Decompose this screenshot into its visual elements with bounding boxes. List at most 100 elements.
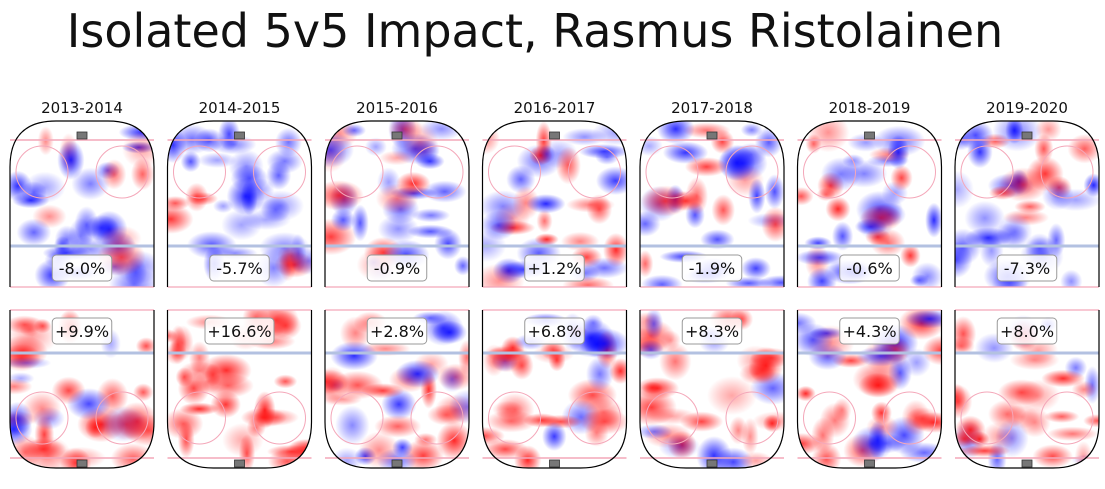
defense-impact-label-box	[839, 317, 900, 345]
rink-panel: 2016-2017 +1.2% +6.8%	[481, 99, 628, 469]
defense-impact-label: +8.0%	[1000, 322, 1054, 341]
rink-boards-top	[166, 120, 313, 287]
negative-blob	[226, 177, 265, 215]
season-label: 2013-2014	[41, 99, 123, 117]
positive-blob	[361, 383, 405, 399]
negative-blob	[351, 204, 369, 242]
negative-blob	[700, 229, 735, 250]
goal-net	[391, 131, 403, 140]
negative-blob	[454, 256, 469, 276]
positive-blob	[955, 316, 977, 352]
negative-blob	[955, 170, 974, 209]
positive-blob	[555, 146, 581, 185]
positive-blob	[682, 122, 731, 139]
negative-blob	[1047, 223, 1066, 258]
negative-blob	[221, 209, 263, 241]
positive-blob	[1019, 407, 1051, 438]
positive-blob	[37, 126, 54, 156]
faceoff-circle	[173, 145, 226, 199]
negative-blob	[66, 388, 111, 420]
offense-impact-label-box	[524, 254, 585, 282]
negative-blob	[342, 123, 367, 137]
goal-net	[549, 459, 560, 468]
positive-blob	[482, 263, 525, 287]
positive-blob	[273, 374, 298, 389]
negative-blob	[415, 153, 445, 170]
positive-blob	[512, 185, 540, 221]
defense-impact-label-box	[681, 317, 743, 345]
rink-panel: 2015-2016 -0.9% +2.8%	[324, 99, 470, 469]
positive-blob	[339, 316, 372, 350]
rink-boards-top	[324, 120, 470, 287]
rink-panel: 2014-2015 -5.7% +16.6%	[166, 99, 313, 469]
positive-blob	[135, 337, 154, 355]
negative-blob	[899, 442, 942, 464]
negative-blob	[364, 137, 387, 157]
rink-panel: 2018-2019 -0.6% +4.3%	[796, 99, 943, 469]
negative-blob	[411, 208, 451, 223]
positive-blob	[852, 360, 904, 398]
positive-blob	[580, 408, 627, 435]
goal-net	[1021, 131, 1033, 140]
faceoff-circle	[645, 145, 699, 199]
negative-blob	[797, 249, 845, 266]
negative-blob	[740, 122, 763, 137]
negative-blob	[997, 213, 1033, 251]
offense-impact-label-box	[366, 254, 428, 282]
rink-panel: 2019-2020 -7.3% +8.0%	[954, 99, 1100, 469]
negative-blob	[335, 405, 370, 446]
negative-blob	[740, 257, 772, 280]
positive-blob	[1014, 199, 1046, 214]
negative-blob	[288, 246, 312, 275]
positive-blob	[901, 399, 931, 436]
faceoff-circle	[1040, 145, 1094, 199]
defense-impact-label: +2.8%	[370, 322, 424, 341]
negative-blob	[925, 202, 942, 238]
negative-blob	[583, 331, 611, 357]
positive-blob	[870, 401, 892, 425]
positive-blob	[640, 389, 677, 426]
faceoff-circle	[725, 145, 779, 199]
offense-impact-label: -8.0%	[59, 259, 105, 278]
positive-blob	[123, 414, 154, 447]
positive-blob	[1044, 410, 1080, 423]
positive-blob	[167, 204, 194, 234]
negative-blob	[439, 366, 465, 393]
negative-blob	[275, 127, 303, 157]
negative-blob	[905, 310, 942, 329]
offense-impact-label-box	[209, 254, 270, 282]
defense-impact-label-box	[366, 317, 428, 345]
faceoff-circle	[253, 145, 306, 199]
negative-blob	[902, 348, 931, 377]
faceoff-circle	[173, 391, 226, 445]
positive-blob	[566, 196, 616, 213]
faceoff-circle	[95, 391, 149, 445]
rink-boards-top	[954, 120, 1100, 287]
negative-blob	[595, 166, 627, 196]
negative-blob	[330, 341, 378, 371]
faceoff-circle	[803, 145, 856, 199]
chart-title: Isolated 5v5 Impact, Rasmus Ristolainen	[66, 4, 1004, 58]
season-label: 2015-2016	[356, 99, 438, 117]
positive-blob	[741, 417, 759, 456]
negative-blob	[640, 210, 661, 237]
negative-blob	[856, 346, 905, 367]
positive-blob	[485, 410, 537, 433]
negative-blob	[718, 144, 756, 182]
positive-blob	[825, 196, 851, 222]
negative-blob	[395, 359, 440, 388]
negative-blob	[640, 135, 663, 157]
offense-impact-label-box	[839, 254, 900, 282]
positive-blob	[797, 385, 816, 402]
positive-blob	[1034, 133, 1054, 164]
positive-blob	[958, 444, 1011, 458]
positive-blob	[685, 177, 709, 216]
goal-net	[391, 459, 403, 468]
faceoff-circle	[95, 145, 149, 199]
rink-boards-top	[481, 120, 628, 287]
positive-blob	[706, 376, 757, 416]
goal-net	[864, 131, 875, 140]
faceoff-circle	[410, 145, 464, 199]
positive-blob	[210, 390, 242, 419]
positive-blob	[797, 187, 814, 206]
